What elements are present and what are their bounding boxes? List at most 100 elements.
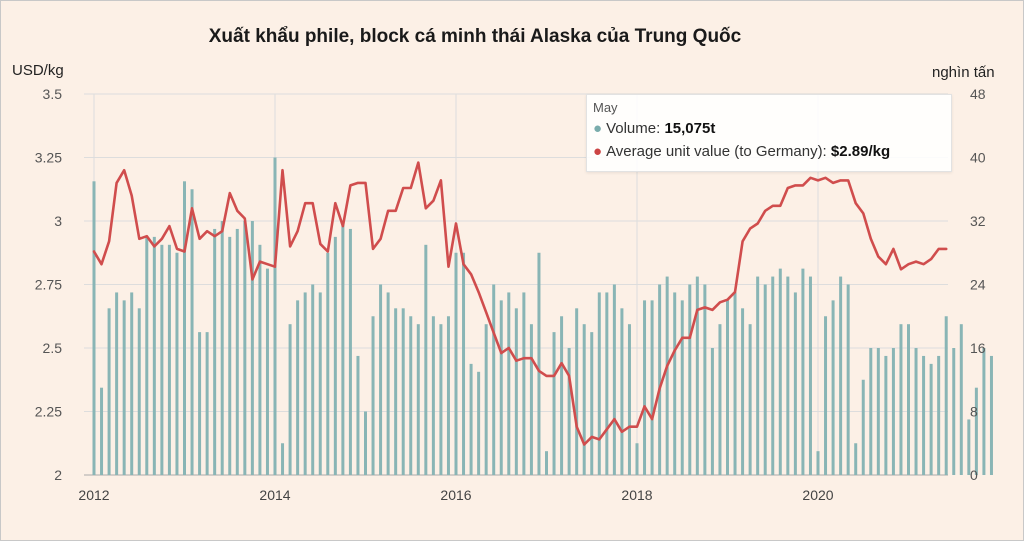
volume-bar	[756, 276, 760, 475]
volume-bar	[175, 252, 179, 475]
volume-bar	[514, 308, 518, 475]
volume-bar	[137, 308, 141, 475]
volume-bar	[529, 324, 533, 475]
volume-bar	[748, 324, 752, 475]
volume-bar	[379, 284, 383, 475]
volume-bar	[658, 284, 662, 475]
tooltip-price-value: $2.89/kg	[830, 143, 891, 160]
x-tick-label: 2016	[440, 487, 471, 503]
volume-bar	[944, 316, 948, 475]
volume-bar	[635, 443, 639, 475]
volume-bar	[891, 348, 895, 475]
volume-bar	[605, 292, 609, 475]
volume-bar	[914, 348, 918, 475]
volume-bar	[967, 419, 971, 475]
volume-bar	[250, 221, 254, 475]
volume-bar	[401, 308, 405, 475]
y-right-tick-label: 24	[970, 277, 986, 293]
volume-bar	[492, 284, 496, 475]
volume-bar	[854, 443, 858, 475]
y-left-tick-label: 2	[54, 467, 62, 483]
volume-bar	[220, 221, 224, 475]
volume-bar	[409, 316, 413, 475]
volume-bar	[695, 276, 699, 475]
tooltip-price-row: ● Average unit value (to Germany): $2.89/…	[593, 143, 890, 160]
volume-bar	[922, 355, 926, 475]
volume-bar	[989, 355, 993, 475]
volume-bar	[198, 332, 202, 475]
volume-bar	[771, 276, 775, 475]
volume-bar	[861, 379, 865, 475]
volume-bar	[213, 228, 217, 475]
volume-bar	[356, 355, 360, 475]
tooltip-price-label: Average unit value (to Germany):	[606, 143, 831, 160]
volume-bar	[839, 276, 843, 475]
volume-bar	[590, 332, 594, 475]
volume-bar	[265, 268, 269, 475]
volume-bar	[205, 332, 209, 475]
volume-bar	[786, 276, 790, 475]
volume-bar	[710, 348, 714, 475]
volume-bar	[416, 324, 420, 475]
price-dot-icon: ●	[593, 143, 603, 160]
volume-bar	[937, 355, 941, 475]
volume-bar	[884, 355, 888, 475]
volume-bar	[446, 316, 450, 475]
x-tick-label: 2012	[78, 487, 109, 503]
tick-labels: 2 2.25 2.5 2.75 3 3.25 3.5 0 8 16 24 32 40 48 2012 2014…	[35, 86, 986, 503]
volume-bar	[560, 316, 564, 475]
volume-bar	[899, 324, 903, 475]
tooltip-header: May	[593, 100, 618, 115]
volume-bar	[431, 316, 435, 475]
volume-bar	[575, 308, 579, 475]
volume-bar	[386, 292, 390, 475]
price-line	[92, 161, 948, 446]
volume-bar	[333, 236, 337, 475]
volume-bar	[348, 228, 352, 475]
volume-bar	[680, 300, 684, 475]
tooltip-volume-label: Volume:	[606, 120, 665, 137]
y-left-tick-label: 3.5	[43, 86, 63, 102]
volume-bar	[537, 252, 541, 475]
volume-bar	[107, 308, 111, 475]
chart-title: Xuất khẩu phile, block cá minh thái Alas…	[208, 26, 742, 47]
volume-bar	[552, 332, 556, 475]
volume-bar	[160, 244, 164, 475]
volume-bar	[673, 292, 677, 475]
volume-bar	[462, 252, 466, 475]
volume-bar	[258, 244, 262, 475]
volume-bar	[145, 236, 149, 475]
volume-bar	[243, 221, 247, 475]
volume-bar	[364, 411, 367, 475]
volume-bar	[643, 300, 647, 475]
volume-bar	[167, 244, 171, 475]
y-left-tick-label: 2.5	[43, 340, 63, 356]
volume-bar	[235, 228, 239, 475]
volume-bar	[152, 236, 156, 475]
volume-bar	[371, 316, 375, 475]
volume-bar	[974, 387, 978, 475]
volume-bar	[454, 252, 458, 475]
volume-bar	[394, 308, 398, 475]
volume-bar	[115, 292, 119, 475]
volume-bar	[303, 292, 307, 475]
price-line-layer	[92, 161, 948, 446]
volume-bar	[484, 324, 488, 475]
volume-bar	[92, 181, 96, 475]
volume-bar	[665, 276, 669, 475]
volume-bar	[801, 268, 805, 475]
volume-bar	[816, 451, 820, 475]
volume-bar	[612, 284, 616, 475]
volume-bar	[469, 363, 473, 475]
volume-bar	[620, 308, 624, 475]
y-left-tick-label: 3	[54, 213, 62, 229]
volume-bar	[959, 324, 963, 475]
y-right-tick-label: 0	[970, 467, 978, 483]
y-right-tick-label: 16	[970, 340, 986, 356]
y-left-tick-label: 3.25	[35, 150, 62, 166]
right-axis-title: nghìn tấn	[932, 64, 995, 81]
volume-bar	[726, 300, 729, 475]
tooltip-volume-value: 15,075t	[664, 120, 716, 137]
volume-bar	[296, 300, 300, 475]
volume-bar	[831, 300, 835, 475]
